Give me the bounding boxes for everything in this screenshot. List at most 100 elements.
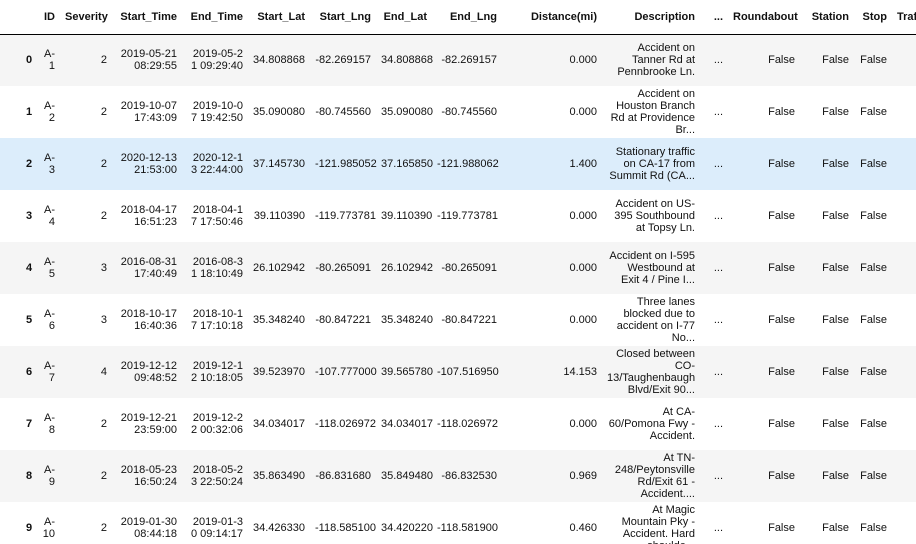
table-row[interactable]: 8 A-9 2 2018-05-23 16:50:24 2018-05-23 22:50:… bbox=[0, 450, 916, 502]
table-row[interactable]: 4 A-5 3 2016-08-31 17:40:49 2016-08-31 18:10:… bbox=[0, 242, 916, 294]
cell-distance: 0.000 bbox=[569, 54, 597, 67]
cell-roundabout: False bbox=[768, 106, 795, 118]
description-text: At Magic Mountain Pky - Accident. Hard s… bbox=[621, 504, 695, 544]
cell-end-lat: 35.090080 bbox=[381, 106, 433, 118]
start-clock-text: 08:29:55 bbox=[134, 60, 177, 73]
cell-ellipsis: ... bbox=[713, 262, 723, 274]
start-date-text: 2020-12-13 bbox=[120, 152, 177, 164]
cell-description: Accident on US-395 Southbound at Topsy L… bbox=[602, 190, 700, 242]
cell-end-lat: 34.420220 bbox=[381, 522, 433, 534]
cell-ellipsis: ... bbox=[713, 470, 723, 482]
cell-end-lng: -86.832530 bbox=[441, 470, 497, 482]
cell-start-lng: -82.269157 bbox=[315, 54, 371, 67]
cell-end-time: 2019-12-22 00:32:06 bbox=[191, 412, 243, 436]
description-text: Three lanes blocked due to accident on I… bbox=[616, 296, 695, 344]
cell-description: Accident on Tanner Rd at Pennbrooke Ln. bbox=[602, 34, 700, 86]
cell-roundabout: False bbox=[768, 210, 795, 222]
start-clock-text: 08:44:18 bbox=[134, 528, 177, 540]
column-header-stop: Stop bbox=[854, 0, 892, 35]
table-row[interactable]: 6 A-7 4 2019-12-12 09:48:52 2019-12-12 10:18:… bbox=[0, 346, 916, 398]
cell-stop: False bbox=[860, 106, 887, 118]
column-header-severity: Severity bbox=[60, 0, 112, 35]
cell-roundabout: False bbox=[768, 54, 795, 67]
start-date-text: 2019-10-07 bbox=[120, 100, 177, 112]
cell-severity: 2 bbox=[100, 210, 107, 222]
cell-ellipsis: ... bbox=[713, 54, 723, 67]
column-header-start-lng: Start_Lng bbox=[310, 0, 376, 35]
column-header-end-lng: End_Lng bbox=[432, 0, 502, 35]
cell-traffic bbox=[892, 346, 916, 398]
description-text: Stationary traffic on CA-17 from Summit … bbox=[609, 146, 695, 182]
cell-end-lat: 39.565780 bbox=[381, 366, 433, 378]
cell-roundabout: False bbox=[768, 262, 795, 274]
cell-start-lng: -118.026972 bbox=[315, 418, 376, 430]
cell-start-lat: 39.110390 bbox=[253, 210, 305, 222]
cell-end-lng: -80.265091 bbox=[441, 262, 497, 274]
row-index: 7 bbox=[26, 418, 33, 430]
cell-start-lng: -119.773781 bbox=[315, 210, 376, 222]
cell-end-lng: -121.988062 bbox=[437, 158, 499, 170]
cell-end-lat: 37.165850 bbox=[381, 158, 433, 170]
cell-traffic bbox=[892, 86, 916, 138]
cell-end-lng: -82.269157 bbox=[441, 54, 497, 67]
start-clock-text: 16:50:24 bbox=[134, 476, 177, 488]
cell-start-time: 2018-04-17 16:51:23 bbox=[112, 190, 182, 242]
cell-start-lat: 37.145730 bbox=[253, 158, 305, 170]
cell-end-lng: -119.773781 bbox=[437, 210, 498, 222]
column-header-id: ID bbox=[34, 0, 60, 35]
table-row[interactable]: 7 A-8 2 2019-12-21 23:59:00 2019-12-22 00:32:… bbox=[0, 398, 916, 450]
cell-id: A-5 bbox=[44, 256, 55, 280]
table-row[interactable]: 0 A-1 2 2019-05-21 08:29:55 2019-05-21 09:29:… bbox=[0, 34, 916, 86]
cell-distance: 0.460 bbox=[569, 522, 597, 534]
cell-description: Accident on I-595 Westbound at Exit 4 / … bbox=[602, 242, 700, 294]
table-row[interactable]: 3 A-4 2 2018-04-17 16:51:23 2018-04-17 17:50:… bbox=[0, 190, 916, 242]
cell-distance: 0.969 bbox=[569, 470, 597, 482]
cell-traffic bbox=[892, 294, 916, 346]
cell-start-lng: -80.745560 bbox=[315, 106, 371, 118]
cell-traffic bbox=[892, 398, 916, 450]
cell-distance: 0.000 bbox=[569, 418, 597, 430]
start-clock-text: 16:51:23 bbox=[134, 216, 177, 228]
cell-station: False bbox=[822, 418, 849, 430]
cell-end-lng: -107.516950 bbox=[437, 366, 499, 378]
cell-start-time: 2019-12-12 09:48:52 bbox=[112, 346, 182, 398]
start-clock-text: 17:43:09 bbox=[134, 112, 177, 124]
column-header-station: Station bbox=[800, 0, 854, 35]
column-header-start-time: Start_Time bbox=[112, 0, 182, 35]
cell-stop: False bbox=[860, 366, 887, 378]
description-text: At TN-248/Peytonsville Rd/Exit 61 - Acci… bbox=[614, 452, 695, 500]
cell-id: A-10 bbox=[42, 516, 55, 540]
cell-end-lat: 34.808868 bbox=[381, 54, 433, 67]
description-text: At CA-60/Pomona Fwy - Accident. bbox=[608, 406, 695, 442]
cell-start-lat: 34.426330 bbox=[253, 522, 305, 534]
row-index: 9 bbox=[26, 522, 33, 534]
cell-stop: False bbox=[860, 158, 887, 170]
cell-end-time: 2018-05-23 22:50:24 bbox=[191, 464, 243, 488]
table-row[interactable]: 5 A-6 3 2018-10-17 16:40:36 2018-10-17 17:10:… bbox=[0, 294, 916, 346]
cell-traffic bbox=[892, 34, 916, 86]
cell-end-time: 2018-04-17 17:50:46 bbox=[191, 204, 243, 228]
cell-end-time: 2019-10-07 19:42:50 bbox=[191, 100, 243, 124]
table-row[interactable]: 1 A-2 2 2019-10-07 17:43:09 2019-10-07 19:42:… bbox=[0, 86, 916, 138]
row-index: 3 bbox=[26, 210, 33, 222]
cell-id: A-2 bbox=[44, 100, 55, 124]
table-body: 0 A-1 2 2019-05-21 08:29:55 2019-05-21 09:29:… bbox=[0, 34, 916, 544]
cell-start-time: 2018-05-23 16:50:24 bbox=[112, 450, 182, 502]
cell-roundabout: False bbox=[768, 158, 795, 170]
table-row[interactable]: 2 A-3 2 2020-12-13 21:53:00 2020-12-13 22:44:… bbox=[0, 138, 916, 190]
cell-start-lat: 35.348240 bbox=[253, 314, 305, 326]
description-text: Accident on I-595 Westbound at Exit 4 / … bbox=[609, 250, 695, 286]
cell-start-time: 2018-10-17 16:40:36 bbox=[112, 294, 182, 346]
cell-station: False bbox=[822, 158, 849, 170]
cell-station: False bbox=[822, 54, 849, 67]
cell-start-lng: -107.777000 bbox=[315, 366, 377, 378]
cell-id: A-4 bbox=[44, 204, 55, 228]
index-header bbox=[0, 0, 34, 35]
cell-severity: 3 bbox=[100, 314, 107, 326]
table-row[interactable]: 9 A-10 2 2019-01-30 08:44:18 2019-01-30 09:14… bbox=[0, 502, 916, 544]
cell-distance: 0.000 bbox=[569, 262, 597, 274]
cell-severity: 2 bbox=[100, 522, 107, 534]
column-header-roundabout: Roundabout bbox=[728, 0, 800, 35]
